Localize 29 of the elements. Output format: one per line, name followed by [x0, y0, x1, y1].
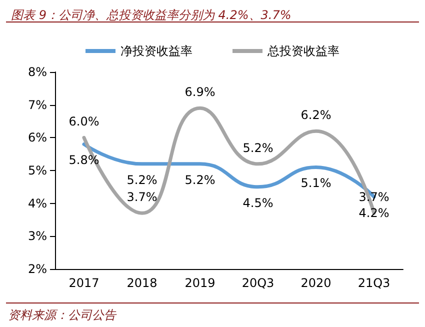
data-label: 4.5% [242, 196, 274, 210]
data-label: 6.0% [68, 114, 100, 129]
y-tick-label: 5% [28, 164, 47, 178]
data-label: 3.7% [358, 190, 390, 204]
y-tick-label: 8% [28, 65, 47, 79]
x-tick-label: 2018 [126, 276, 158, 290]
y-tick-label: 2% [28, 262, 47, 276]
data-label: 5.8% [68, 153, 100, 168]
y-tick-label: 7% [28, 98, 47, 112]
y-tick-label: 3% [28, 229, 47, 244]
data-label: 6.2% [300, 108, 332, 122]
data-label: 5.2% [184, 172, 216, 187]
y-tick-label: 4% [28, 196, 47, 210]
legend-label: 净投资收益率 [120, 44, 192, 58]
x-tick-label: 21Q3 [358, 276, 390, 290]
chart-title: 图表 9：公司净、总投资收益率分别为 4.2%、3.7% [11, 8, 292, 22]
x-tick-label: 2017 [68, 276, 100, 290]
y-tick-label: 6% [28, 130, 47, 145]
x-tick-label: 2020 [300, 276, 332, 290]
data-label: 6.9% [184, 85, 216, 100]
x-tick-label: 20Q3 [242, 276, 274, 290]
legend-label: 总投资收益率 [266, 44, 340, 58]
data-label: 5.2% [126, 172, 158, 187]
data-label: 5.2% [242, 140, 274, 155]
text: 资料来源：公司公告 [8, 308, 117, 322]
data-label: 3.7% [126, 190, 158, 204]
x-tick-label: 2019 [184, 276, 216, 290]
data-label: 4.2% [358, 206, 390, 220]
data-label: 5.1% [300, 176, 332, 190]
